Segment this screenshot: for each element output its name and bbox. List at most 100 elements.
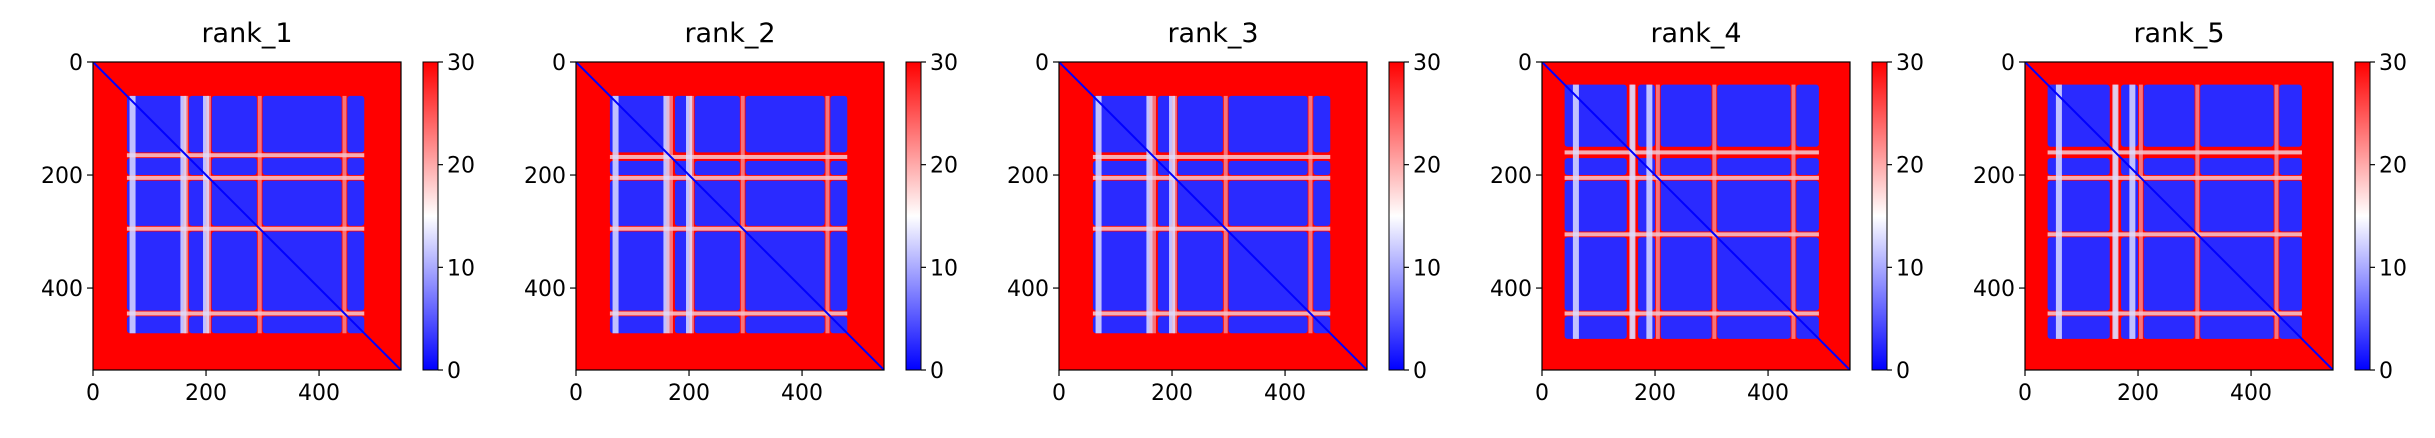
heatmap-gap-row [1564, 150, 1819, 155]
heatmap-block [674, 95, 690, 153]
y-tick-label: 200 [1007, 164, 1049, 189]
colorbar-tick-label: 0 [2379, 359, 2393, 384]
heatmap-gap-col [1308, 95, 1313, 334]
colorbar-tick-label: 20 [447, 154, 475, 179]
heatmap-block [211, 95, 257, 153]
chart-title: rank_2 [684, 18, 775, 49]
heatmap-block [1092, 231, 1150, 311]
heatmap-block [674, 180, 690, 226]
heatmap-block [1313, 160, 1331, 176]
colorbar-tick-label: 30 [1896, 51, 1924, 76]
colorbar-tick-label: 30 [447, 51, 475, 76]
y-tick-label: 400 [41, 277, 83, 302]
heatmap-gap-col [2195, 84, 2200, 339]
colorbar-tick-label: 10 [1896, 256, 1924, 281]
heatmap-gap-col [257, 95, 262, 334]
heatmap-block [2047, 180, 2110, 232]
y-tick-label: 200 [524, 164, 566, 189]
heatmap-gap-row [609, 311, 848, 316]
heatmap-block [2279, 158, 2302, 176]
heatmap-band [2112, 84, 2119, 339]
heatmap-block [1717, 316, 1791, 339]
heatmap-block [2143, 84, 2195, 147]
colorbar-tick-label: 10 [2379, 256, 2407, 281]
heatmap-block [609, 180, 667, 226]
heatmap-block [262, 180, 342, 226]
heatmap-block [1092, 160, 1150, 176]
heatmap-block [1177, 316, 1223, 334]
heatmap-block [1796, 237, 1819, 311]
heatmap-gap-row [2047, 311, 2302, 316]
colorbar-tick-label: 0 [1896, 359, 1910, 384]
colorbar-tick-label: 30 [930, 51, 958, 76]
heatmap-diagonal [2025, 62, 2333, 370]
heatmap-gap-row [126, 226, 365, 231]
heatmap-gap-row [1564, 232, 1819, 237]
heatmap-block [2047, 316, 2110, 339]
heatmap-band [1146, 95, 1153, 334]
heatmap-diagonal [576, 62, 884, 370]
heatmap-image [93, 62, 401, 370]
heatmap-block [2200, 316, 2274, 339]
x-tick-label: 200 [185, 381, 227, 406]
y-tick-label: 200 [41, 164, 83, 189]
heatmap-block [1564, 316, 1627, 339]
x-tick-label: 0 [2018, 381, 2032, 406]
colorbar-tick-label: 0 [1413, 359, 1427, 384]
heatmap-gap-row [126, 153, 365, 158]
colorbar [905, 61, 922, 371]
heatmap-block [1157, 95, 1173, 153]
y-tick-label: 400 [1490, 277, 1532, 302]
heatmap-gap-row [2047, 175, 2302, 180]
heatmap-gap-row [2047, 232, 2302, 237]
heatmap-image [576, 62, 884, 370]
chart-title: rank_4 [1650, 18, 1741, 49]
plot-frame [1541, 61, 1851, 371]
heatmap-block [1313, 180, 1331, 226]
heatmap-gap-col [1655, 84, 1660, 339]
plot-frame [1058, 61, 1368, 371]
heatmap-block [745, 95, 825, 153]
panel-4: rank_4 0 200 400 0 200 400 0 10 20 30 [1490, 18, 1924, 406]
heatmap-gap-col [740, 95, 745, 334]
colorbar [1388, 61, 1405, 371]
heatmap-band [1646, 84, 1653, 339]
heatmap-gap-row [609, 175, 848, 180]
heatmap-block [1092, 316, 1150, 334]
heatmap-block [1157, 316, 1173, 334]
heatmap-block [262, 95, 342, 153]
x-tick-label: 400 [2230, 381, 2272, 406]
heatmap-block [674, 316, 690, 334]
heatmap-block [2047, 237, 2110, 311]
y-tick-label: 0 [1518, 51, 1532, 76]
heatmap-block [347, 95, 365, 153]
heatmap-block [1796, 84, 1819, 147]
heatmap-block [1157, 180, 1173, 226]
x-tick-label: 0 [569, 381, 583, 406]
heatmap-block [211, 316, 257, 334]
heatmap-gap-row [609, 226, 848, 231]
heatmap-block [609, 160, 667, 176]
heatmap-gap-col [2274, 84, 2279, 339]
x-tick-label: 400 [781, 381, 823, 406]
x-tick-label: 0 [1535, 381, 1549, 406]
heatmap-diagonal [93, 62, 401, 370]
heatmap-gap-col [342, 95, 347, 334]
heatmap-gap-col [1791, 84, 1796, 339]
heatmap-gap-col [1712, 84, 1717, 339]
heatmap-gap-col [1223, 95, 1228, 334]
heatmap-block [211, 231, 257, 311]
y-tick-label: 400 [524, 277, 566, 302]
heatmap-block [1564, 180, 1627, 232]
heatmap-block [1564, 237, 1627, 311]
y-tick-label: 0 [552, 51, 566, 76]
colorbar-tick-label: 20 [1413, 154, 1441, 179]
heatmap-block [1660, 84, 1712, 147]
colorbar-tick-label: 10 [930, 256, 958, 281]
chart-title: rank_3 [1167, 18, 1258, 49]
heatmap-block [189, 231, 207, 311]
heatmap-block [1228, 95, 1308, 153]
y-tick-label: 0 [2001, 51, 2015, 76]
heatmap-block [1796, 158, 1819, 176]
heatmap-block [189, 180, 207, 226]
